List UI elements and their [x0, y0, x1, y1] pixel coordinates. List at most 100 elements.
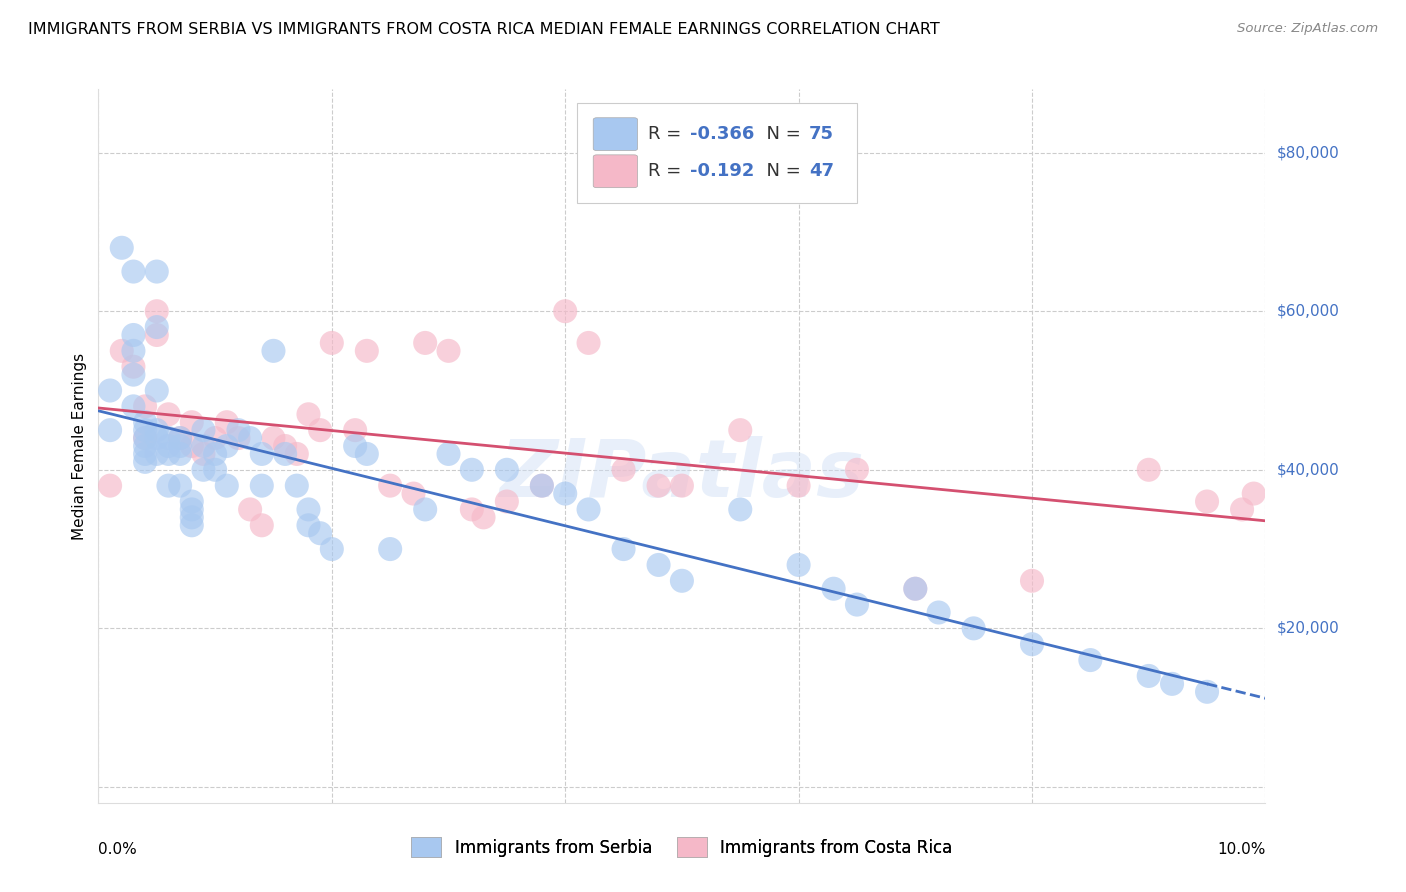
Text: -0.366: -0.366 [690, 125, 755, 143]
Point [111, 241, 134, 255]
Point [134, 400, 156, 414]
Text: ZIPatlas: ZIPatlas [499, 435, 865, 514]
Point [356, 447, 378, 461]
Point [134, 447, 156, 461]
Point [180, 502, 202, 516]
Point [169, 439, 191, 453]
Point [98, 478, 121, 492]
Text: 0.0%: 0.0% [98, 842, 138, 857]
Point [274, 447, 297, 461]
Point [193, 463, 215, 477]
Point [730, 423, 752, 437]
Point [146, 447, 169, 461]
Text: $60,000: $60,000 [1277, 303, 1340, 318]
Legend: Immigrants from Serbia, Immigrants from Costa Rica: Immigrants from Serbia, Immigrants from … [404, 829, 960, 866]
Point [962, 621, 984, 635]
Point [250, 518, 273, 533]
Point [309, 526, 332, 541]
Point [285, 478, 308, 492]
Point [787, 478, 810, 492]
Point [1021, 637, 1043, 651]
Point [134, 415, 156, 429]
Point [1021, 574, 1043, 588]
Point [1137, 669, 1160, 683]
Point [904, 582, 927, 596]
Point [274, 439, 297, 453]
Point [134, 423, 156, 437]
Point [122, 359, 145, 374]
Point [647, 558, 669, 572]
Point [169, 431, 191, 445]
Point [612, 542, 634, 557]
Point [554, 304, 576, 318]
Point [413, 502, 436, 516]
Point [1243, 486, 1265, 500]
FancyBboxPatch shape [576, 103, 858, 203]
Point [530, 478, 553, 492]
Point [250, 447, 273, 461]
Point [134, 455, 156, 469]
Point [496, 494, 519, 508]
Text: $40,000: $40,000 [1277, 462, 1340, 477]
Point [134, 439, 156, 453]
Point [193, 423, 215, 437]
Point [180, 518, 202, 533]
Point [180, 510, 202, 524]
Point [413, 335, 436, 350]
Point [846, 598, 869, 612]
Point [228, 423, 250, 437]
Point [122, 264, 145, 278]
Point [204, 447, 226, 461]
Point [612, 463, 634, 477]
Point [671, 574, 693, 588]
Point [554, 486, 576, 500]
Point [1195, 494, 1218, 508]
Text: R =: R = [648, 125, 688, 143]
Point [193, 447, 215, 461]
FancyBboxPatch shape [593, 155, 637, 187]
Point [169, 431, 191, 445]
Point [146, 423, 169, 437]
Point [146, 431, 169, 445]
Point [134, 431, 156, 445]
Point [122, 368, 145, 382]
Point [169, 478, 191, 492]
Point [228, 431, 250, 445]
Point [285, 447, 308, 461]
Point [530, 478, 553, 492]
Point [297, 502, 319, 516]
Point [321, 542, 343, 557]
Point [250, 478, 273, 492]
FancyBboxPatch shape [593, 118, 637, 151]
Point [380, 542, 402, 557]
Point [846, 463, 869, 477]
Point [146, 328, 169, 343]
Point [461, 463, 484, 477]
Point [146, 304, 169, 318]
Point [262, 431, 284, 445]
Point [1230, 502, 1253, 516]
Text: IMMIGRANTS FROM SERBIA VS IMMIGRANTS FROM COSTA RICA MEDIAN FEMALE EARNINGS CORR: IMMIGRANTS FROM SERBIA VS IMMIGRANTS FRO… [28, 22, 939, 37]
Point [437, 447, 460, 461]
Point [297, 518, 319, 533]
Point [904, 582, 927, 596]
Point [180, 439, 202, 453]
Point [472, 510, 495, 524]
Point [578, 502, 600, 516]
Point [215, 478, 238, 492]
Text: 10.0%: 10.0% [1218, 842, 1265, 857]
Point [111, 343, 134, 358]
Text: 75: 75 [808, 125, 834, 143]
Point [380, 478, 402, 492]
Point [928, 606, 950, 620]
Point [671, 478, 693, 492]
Text: Source: ZipAtlas.com: Source: ZipAtlas.com [1237, 22, 1378, 36]
Text: N =: N = [755, 162, 807, 180]
Point [730, 502, 752, 516]
Point [1195, 685, 1218, 699]
Point [496, 463, 519, 477]
Point [437, 343, 460, 358]
Point [402, 486, 425, 500]
Point [146, 264, 169, 278]
Point [204, 431, 226, 445]
